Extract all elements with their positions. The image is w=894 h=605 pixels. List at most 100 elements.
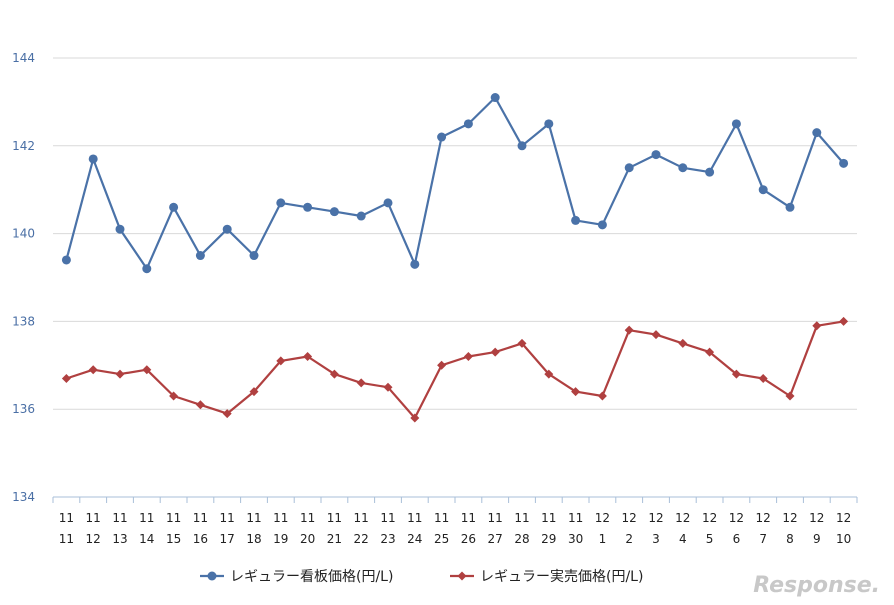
- x-tick-month: 12: [595, 511, 610, 525]
- x-tick-day: 16: [193, 532, 208, 546]
- x-tick-day: 14: [139, 532, 154, 546]
- legend-label-1: レギュラー看板価格(円/L): [230, 569, 393, 585]
- data-point-series-1: [785, 202, 795, 212]
- x-tick-month: 11: [461, 511, 476, 525]
- x-tick-month: 11: [541, 511, 556, 525]
- data-point-series-1: [517, 141, 527, 151]
- data-point-series-2: [410, 413, 420, 423]
- x-tick-day: 11: [59, 532, 74, 546]
- y-tick-label: 144: [12, 51, 35, 65]
- data-point-series-2: [785, 391, 795, 401]
- data-point-series-1: [329, 207, 339, 217]
- legend-marker-1: [207, 571, 217, 581]
- x-axis: 1111111211131114111511161117111811191120…: [52, 496, 858, 546]
- data-point-series-1: [383, 198, 393, 208]
- data-point-series-2: [437, 360, 447, 370]
- x-tick-day: 26: [461, 532, 476, 546]
- legend-marker-2: [457, 571, 467, 581]
- data-point-series-2: [571, 387, 581, 397]
- data-point-series-1: [651, 150, 661, 160]
- x-tick-month: 12: [675, 511, 690, 525]
- data-point-series-2: [356, 378, 366, 388]
- data-point-series-1: [812, 128, 822, 138]
- x-tick-day: 8: [786, 532, 794, 546]
- data-point-series-2: [678, 338, 688, 348]
- legend: レギュラー看板価格(円/L) レギュラー実売価格(円/L): [200, 569, 643, 585]
- data-point-series-1: [61, 255, 71, 265]
- x-tick-month: 11: [193, 511, 208, 525]
- x-tick-day: 7: [759, 532, 767, 546]
- x-tick-month: 11: [568, 511, 583, 525]
- y-tick-label: 140: [12, 227, 35, 241]
- data-point-series-2: [249, 387, 259, 397]
- x-tick-month: 12: [836, 511, 851, 525]
- data-point-series-1: [731, 119, 741, 129]
- data-point-series-2: [705, 347, 715, 357]
- data-point-series-2: [758, 373, 768, 383]
- data-point-series-1: [544, 119, 554, 129]
- x-tick-day: 20: [300, 532, 315, 546]
- x-tick-day: 24: [407, 532, 422, 546]
- data-point-series-1: [88, 154, 98, 164]
- x-tick-month: 11: [488, 511, 503, 525]
- x-tick-day: 21: [327, 532, 342, 546]
- data-point-series-1: [142, 264, 152, 274]
- x-tick-month: 11: [112, 511, 127, 525]
- x-tick-day: 9: [813, 532, 821, 546]
- data-point-series-1: [222, 224, 232, 234]
- data-point-series-2: [597, 391, 607, 401]
- y-tick-label: 138: [12, 314, 35, 328]
- x-tick-month: 11: [407, 511, 422, 525]
- data-point-series-2: [624, 325, 634, 335]
- x-tick-month: 12: [782, 511, 797, 525]
- data-point-series-1: [169, 202, 179, 212]
- data-point-series-2: [222, 409, 232, 419]
- data-point-series-1: [839, 158, 849, 168]
- watermark-logo: Response.: [753, 573, 880, 598]
- x-tick-month: 11: [514, 511, 529, 525]
- x-tick-month: 12: [622, 511, 637, 525]
- x-tick-month: 11: [139, 511, 154, 525]
- x-tick-month: 12: [809, 511, 824, 525]
- data-point-series-2: [812, 321, 822, 331]
- data-point-series-1: [490, 93, 500, 103]
- x-tick-month: 12: [729, 511, 744, 525]
- x-tick-month: 11: [327, 511, 342, 525]
- series-points: [61, 93, 849, 423]
- y-tick-label: 136: [12, 402, 35, 416]
- x-tick-month: 11: [220, 511, 235, 525]
- data-point-series-1: [356, 211, 366, 221]
- x-tick-day: 23: [380, 532, 395, 546]
- x-tick-month: 11: [354, 511, 369, 525]
- data-point-series-2: [651, 330, 661, 340]
- series-line-1: [65, 96, 845, 270]
- data-point-series-1: [705, 167, 715, 177]
- x-tick-day: 28: [514, 532, 529, 546]
- data-point-series-1: [624, 163, 634, 173]
- data-point-series-1: [276, 198, 286, 208]
- x-tick-day: 22: [354, 532, 369, 546]
- data-point-series-2: [88, 365, 98, 375]
- x-tick-month: 11: [434, 511, 449, 525]
- data-point-series-2: [383, 382, 393, 392]
- data-point-series-2: [61, 373, 71, 383]
- data-point-series-1: [678, 163, 688, 173]
- series-lines: [65, 96, 845, 420]
- data-point-series-1: [437, 132, 447, 142]
- x-tick-day: 18: [246, 532, 261, 546]
- x-tick-month: 11: [300, 511, 315, 525]
- data-point-series-1: [597, 220, 607, 230]
- x-tick-month: 11: [59, 511, 74, 525]
- x-tick-month: 12: [756, 511, 771, 525]
- x-tick-month: 11: [380, 511, 395, 525]
- series-line-2: [66, 320, 844, 420]
- data-point-series-1: [410, 259, 420, 269]
- data-point-series-2: [839, 316, 849, 326]
- data-point-series-1: [115, 224, 125, 234]
- x-tick-day: 15: [166, 532, 181, 546]
- x-tick-day: 12: [86, 532, 101, 546]
- x-tick-month: 12: [648, 511, 663, 525]
- x-tick-month: 12: [702, 511, 717, 525]
- data-point-series-1: [303, 202, 313, 212]
